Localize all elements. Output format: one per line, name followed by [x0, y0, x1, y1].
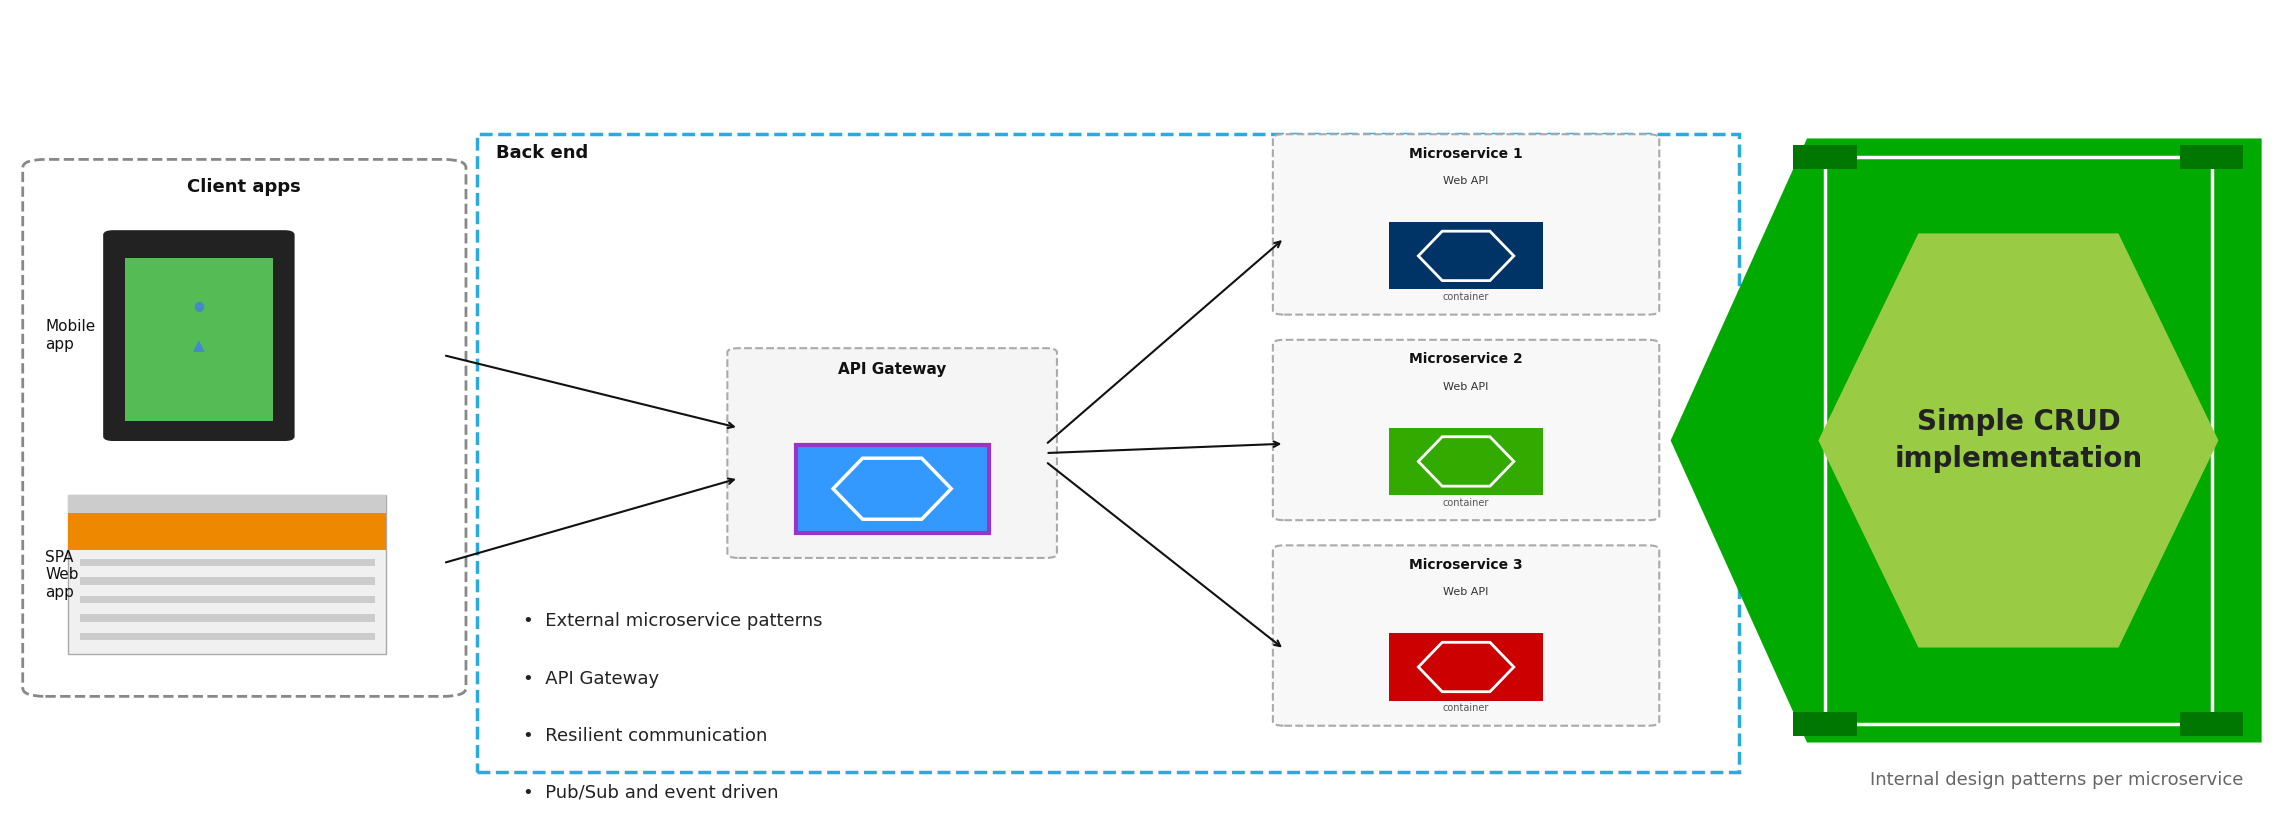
- FancyBboxPatch shape: [1274, 134, 1659, 315]
- FancyBboxPatch shape: [1388, 428, 1544, 495]
- FancyBboxPatch shape: [1794, 145, 1858, 169]
- FancyBboxPatch shape: [126, 258, 273, 421]
- Text: Web API: Web API: [1443, 382, 1489, 392]
- Text: API Gateway: API Gateway: [839, 362, 946, 378]
- Text: Microservice 2: Microservice 2: [1409, 352, 1524, 367]
- Text: Mobile
app: Mobile app: [46, 320, 96, 352]
- FancyBboxPatch shape: [80, 559, 376, 566]
- Text: •  Resilient communication: • Resilient communication: [522, 727, 767, 744]
- Text: Web API: Web API: [1443, 587, 1489, 597]
- Text: •  Pub/Sub and event driven: • Pub/Sub and event driven: [522, 784, 779, 801]
- FancyBboxPatch shape: [1388, 633, 1544, 701]
- FancyBboxPatch shape: [69, 495, 387, 654]
- FancyBboxPatch shape: [105, 232, 293, 440]
- FancyBboxPatch shape: [69, 513, 387, 550]
- Text: Simple CRUD
implementation: Simple CRUD implementation: [1895, 408, 2142, 473]
- FancyBboxPatch shape: [2179, 145, 2243, 169]
- Text: container: container: [1443, 703, 1489, 713]
- FancyBboxPatch shape: [1274, 340, 1659, 520]
- Text: Microservice 3: Microservice 3: [1409, 558, 1524, 572]
- FancyBboxPatch shape: [1388, 222, 1544, 289]
- Text: SPA
Web
app: SPA Web app: [46, 550, 78, 600]
- FancyBboxPatch shape: [69, 495, 387, 513]
- FancyBboxPatch shape: [80, 633, 376, 640]
- FancyBboxPatch shape: [1794, 712, 1858, 736]
- Text: Client apps: Client apps: [188, 178, 300, 195]
- Text: Back end: Back end: [495, 144, 589, 162]
- FancyBboxPatch shape: [726, 348, 1056, 558]
- Text: ●: ●: [192, 299, 204, 312]
- Text: ▲: ▲: [192, 338, 204, 353]
- Text: •  API Gateway: • API Gateway: [522, 670, 660, 687]
- FancyBboxPatch shape: [795, 445, 990, 533]
- Text: container: container: [1443, 292, 1489, 302]
- Text: Web API: Web API: [1443, 176, 1489, 186]
- Polygon shape: [1670, 138, 2261, 743]
- FancyBboxPatch shape: [80, 577, 376, 585]
- FancyBboxPatch shape: [80, 596, 376, 603]
- FancyBboxPatch shape: [2179, 712, 2243, 736]
- Polygon shape: [1819, 233, 2218, 648]
- Text: Microservice 1: Microservice 1: [1409, 147, 1524, 161]
- Text: Internal design patterns per microservice: Internal design patterns per microservic…: [1869, 771, 2243, 789]
- FancyBboxPatch shape: [1274, 545, 1659, 726]
- Text: container: container: [1443, 498, 1489, 508]
- FancyBboxPatch shape: [80, 614, 376, 622]
- Text: •  External microservice patterns: • External microservice patterns: [522, 612, 822, 630]
